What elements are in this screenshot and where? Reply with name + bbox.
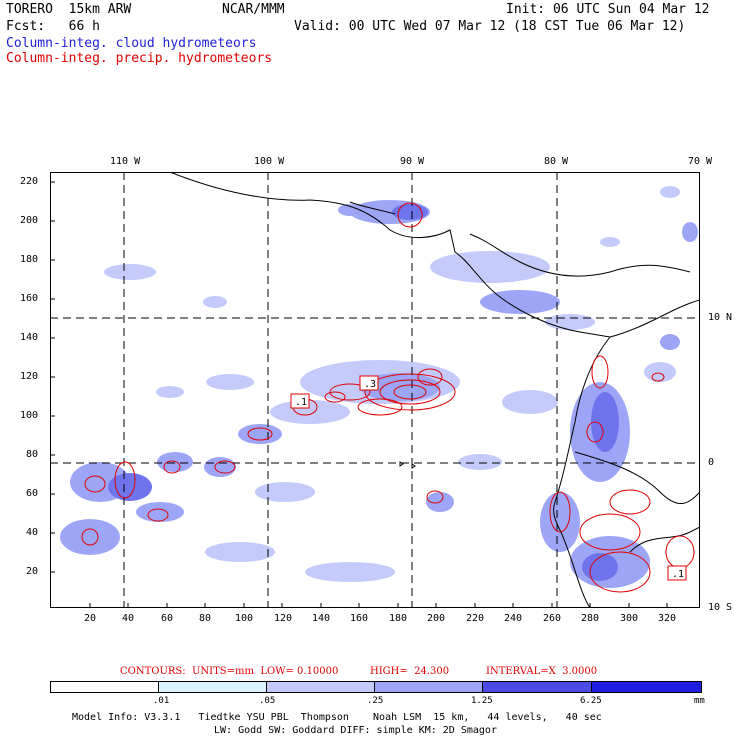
x-tick-180: 180: [389, 613, 408, 624]
x-tick-140: 140: [312, 613, 331, 624]
x-tick-200: 200: [427, 613, 446, 624]
y-tick-140: 140: [20, 332, 39, 343]
y-tick-80: 80: [26, 449, 39, 460]
x-tick-160: 160: [350, 613, 369, 624]
y-tick-220: 220: [20, 176, 39, 187]
lon-label-90w: 90 W: [400, 156, 425, 167]
lat-lon-grid: [50, 172, 700, 608]
forecast-hour: Fcst: 66 h: [6, 19, 100, 34]
precip-contours: [81, 202, 695, 593]
x-tick-320: 320: [658, 613, 677, 624]
lat-label-0: 0: [708, 457, 715, 468]
contour-label-3: .1: [672, 569, 684, 580]
cloud-shading: [60, 186, 698, 588]
y-tick-120: 120: [20, 371, 39, 382]
coastlines: [169, 172, 700, 608]
colorbar-bin-2: [266, 681, 375, 693]
x-tick-240: 240: [504, 613, 523, 624]
colorbar-bin-5: [591, 681, 702, 693]
x-tick-220: 220: [466, 613, 485, 624]
y-tick-160: 160: [20, 293, 39, 304]
axis-ticks: [50, 181, 668, 608]
x-tick-260: 260: [543, 613, 562, 624]
contour-info-high: HIGH= 24.300: [370, 666, 450, 677]
y-tick-40: 40: [26, 527, 39, 538]
colorbar-tick-4: 6.25: [580, 696, 602, 706]
x-tick-60: 60: [161, 613, 174, 624]
lon-label-80w: 80 W: [544, 156, 569, 167]
y-tick-200: 200: [20, 215, 39, 226]
colorbar-units: mm: [694, 696, 705, 706]
colorbar-tick-0: .01: [153, 696, 170, 706]
colorbar-tick-2: .25: [367, 696, 384, 706]
valid-time: Valid: 00 UTC Wed 07 Mar 12 (18 CST Tue …: [294, 19, 686, 34]
y-tick-180: 180: [20, 254, 39, 265]
model-info-line2: LW: Godd SW: Goddard DIFF: simple KM: 2D…: [214, 725, 497, 736]
model-name: TORERO 15km ARW: [6, 2, 132, 17]
init-time: Init: 06 UTC Sun 04 Mar 12: [506, 2, 710, 17]
contour-info-interval: INTERVAL=X 3.0000: [486, 666, 598, 677]
colorbar-tick-1: .05: [259, 696, 276, 706]
x-tick-120: 120: [274, 613, 293, 624]
colorbar-bin-4: [482, 681, 592, 693]
colorbar-tick-3: 1.25: [471, 696, 493, 706]
contour-label-1: .1: [295, 397, 307, 408]
colorbar-bin-3: [374, 681, 483, 693]
cloud-field-title: Column-integ. cloud hydrometeors: [6, 36, 257, 51]
colorbar-bin-0: [50, 681, 159, 693]
contour-info-units: CONTOURS: UNITS=mm LOW= 0.10000: [120, 666, 339, 677]
x-tick-80: 80: [199, 613, 212, 624]
x-tick-100: 100: [235, 613, 254, 624]
contour-label-2: .3: [364, 379, 376, 390]
x-tick-280: 280: [581, 613, 600, 624]
lat-label-10n: 10 N: [708, 312, 733, 323]
lon-label-70w: 70 W: [688, 156, 713, 167]
lat-label-10s: 10 S: [708, 602, 733, 613]
x-tick-40: 40: [122, 613, 135, 624]
colorbar-bin-1: [158, 681, 267, 693]
contour-label-boxes: [290, 375, 687, 581]
precip-field-title: Column-integ. precip. hydrometeors: [6, 51, 273, 66]
x-tick-20: 20: [84, 613, 97, 624]
x-tick-300: 300: [620, 613, 639, 624]
map-panel: .1 .3 .1: [50, 172, 700, 608]
lon-label-110w: 110 W: [110, 156, 141, 167]
organization: NCAR/MMM: [222, 2, 285, 17]
y-tick-60: 60: [26, 488, 39, 499]
model-info-line1: Model Info: V3.3.1 Tiedtke YSU PBL Thomp…: [72, 712, 602, 723]
y-tick-100: 100: [20, 410, 39, 421]
lon-label-100w: 100 W: [254, 156, 285, 167]
y-tick-20: 20: [26, 566, 39, 577]
